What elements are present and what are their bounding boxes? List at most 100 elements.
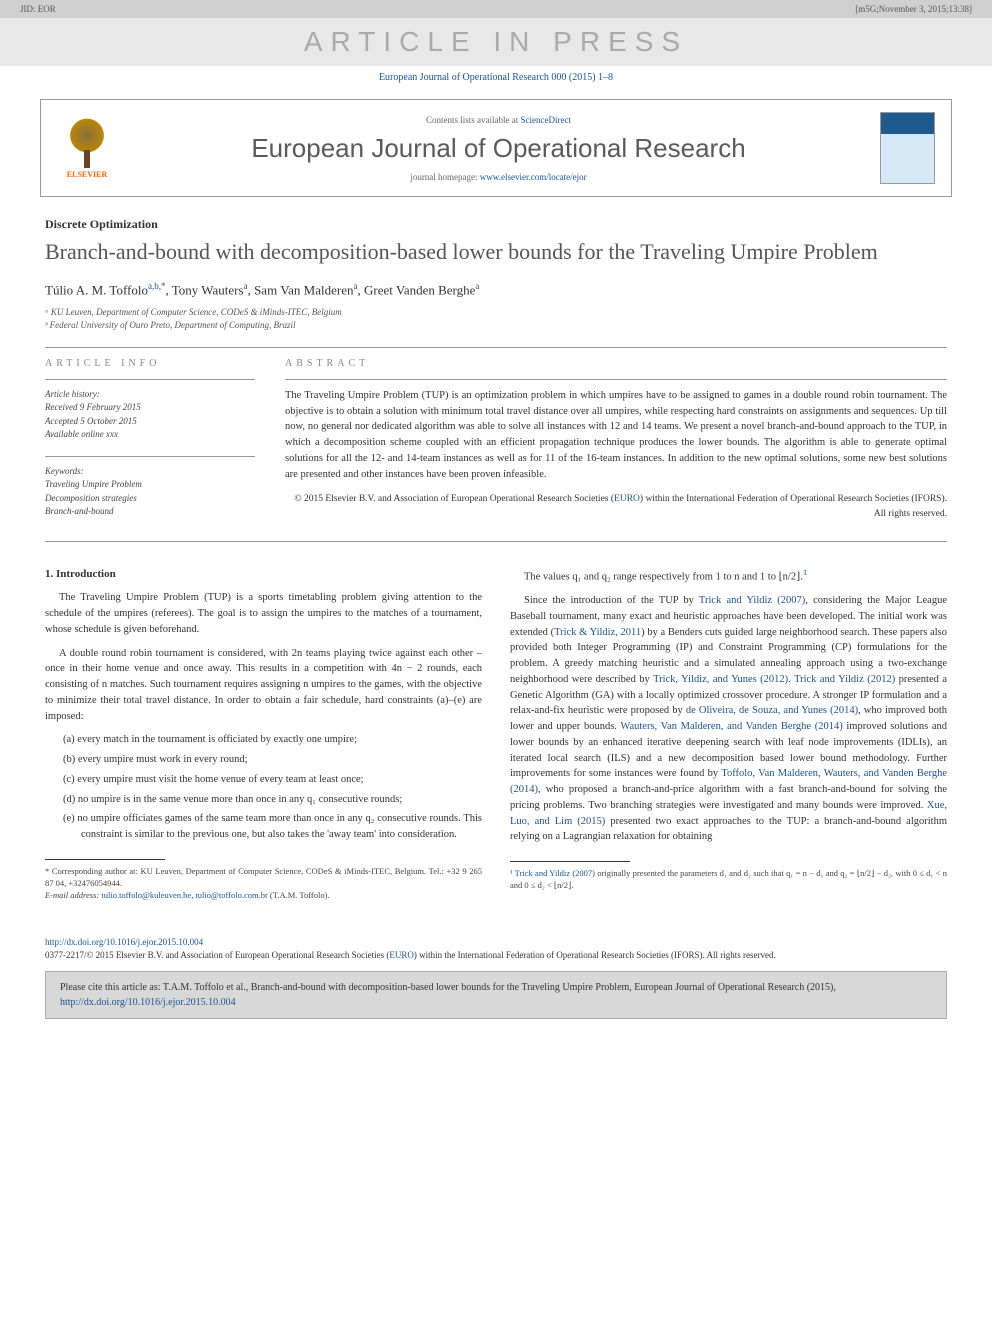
author-4-sup: a (475, 281, 479, 291)
info-divider-2 (45, 456, 255, 457)
author-2-sup: a (244, 281, 248, 291)
ref-trick-yildiz-2011[interactable]: Trick & Yildiz, 2011 (554, 627, 641, 638)
accepted: Accepted 5 October 2015 (45, 415, 255, 429)
constraint-list: (a) every match in the tournament is off… (63, 732, 482, 843)
affiliation-b: ᵇ Federal University of Ouro Preto, Depa… (45, 319, 947, 333)
article-title: Branch-and-bound with decomposition-base… (45, 238, 947, 267)
intro-p1: The Traveling Umpire Problem (TUP) is a … (45, 590, 482, 637)
homepage-prefix: journal homepage: (410, 172, 479, 182)
citation-box: Please cite this article as: T.A.M. Toff… (45, 971, 947, 1019)
col2-p1a: The values q₁ and q₂ range respectively … (524, 571, 803, 582)
build-stamp: [m5G;November 3, 2015;13:38] (855, 4, 972, 14)
author-4: Greet Vanden Berghe (364, 282, 475, 297)
journal-cover-thumbnail (880, 112, 935, 184)
elsevier-logo: ELSEVIER (57, 113, 117, 183)
homepage-link[interactable]: www.elsevier.com/locate/ejor (480, 172, 587, 182)
constraint-b: (b) every umpire must work in every roun… (63, 752, 482, 768)
col2-p1: The values q₁ and q₂ range respectively … (510, 566, 947, 585)
email-tail: (T.A.M. Toffolo). (268, 890, 330, 900)
citation-doi-link[interactable]: http://dx.doi.org/10.1016/j.ejor.2015.10… (60, 997, 236, 1008)
euro-link[interactable]: EURO (614, 494, 640, 504)
abstract-text: The Traveling Umpire Problem (TUP) is an… (285, 388, 947, 483)
jid: JID: EOR (20, 4, 56, 14)
ref-deoliveira-2014[interactable]: de Oliveira, de Souza, and Yunes (2014) (686, 705, 858, 716)
elsevier-tree-icon (62, 118, 112, 168)
watermark-banner: ARTICLE IN PRESS (0, 18, 992, 66)
author-1: Túlio A. M. Toffolo (45, 282, 148, 297)
fn1-ref[interactable]: Trick and Yildiz (2007) (515, 868, 595, 878)
available: Available online xxx (45, 428, 255, 442)
doi-block: http://dx.doi.org/10.1016/j.ejor.2015.10… (45, 936, 947, 963)
email-label: E-mail address: (45, 890, 101, 900)
info-heading: ARTICLE INFO (45, 358, 255, 369)
keywords: Keywords: Traveling Umpire Problem Decom… (45, 465, 255, 519)
copyright-2: ) within the International Federation of… (640, 494, 947, 518)
constraint-c: (c) every umpire must visit the home ven… (63, 772, 482, 788)
body-columns: 1. Introduction The Traveling Umpire Pro… (45, 566, 947, 902)
left-column: 1. Introduction The Traveling Umpire Pro… (45, 566, 482, 902)
c2a: Since the introduction of the TUP by (524, 595, 699, 606)
col2-p2: Since the introduction of the TUP by Tri… (510, 593, 947, 845)
footnotes-left: * Corresponding author at: KU Leuven, De… (45, 866, 482, 902)
footnote-divider-left (45, 859, 165, 860)
doi-euro-link[interactable]: EURO (389, 950, 414, 960)
doi-line: 0377-2217/© 2015 Elsevier B.V. and Assoc… (45, 950, 389, 960)
ref-trick-yildiz-2007[interactable]: Trick and Yildiz (2007) (699, 595, 805, 606)
copyright: © 2015 Elsevier B.V. and Association of … (285, 492, 947, 521)
contents-prefix: Contents lists available at (426, 115, 520, 125)
journal-reference: European Journal of Operational Research… (0, 66, 992, 89)
top-bar: JID: EOR [m5G;November 3, 2015;13:38] (0, 0, 992, 18)
intro-p2: A double round robin tournament is consi… (45, 646, 482, 725)
divider-bottom (45, 541, 947, 542)
divider-top (45, 347, 947, 348)
email-2[interactable]: tulio@toffolo.com.br (195, 890, 267, 900)
footnote-divider-right (510, 861, 630, 862)
author-3-sup: a (353, 281, 357, 291)
author-2: Tony Wauters (172, 282, 244, 297)
elsevier-text: ELSEVIER (67, 170, 107, 179)
journal-header: ELSEVIER Contents lists available at Sci… (40, 99, 952, 197)
kw-1: Traveling Umpire Problem (45, 478, 255, 492)
sciencedirect-link[interactable]: ScienceDirect (521, 115, 571, 125)
article-history: Article history: Received 9 February 201… (45, 388, 255, 442)
c2h: , who proposed a branch-and-price algori… (510, 784, 947, 811)
section-tag: Discrete Optimization (45, 217, 947, 232)
history-label: Article history: (45, 388, 255, 402)
constraint-d: (d) no umpire is in the same venue more … (63, 792, 482, 808)
contents-line: Contents lists available at ScienceDirec… (133, 115, 864, 125)
journal-homepage: journal homepage: www.elsevier.com/locat… (133, 172, 864, 182)
constraint-a: (a) every match in the tournament is off… (63, 732, 482, 748)
ref-wauters-2014[interactable]: Wauters, Van Malderen, and Vanden Berghe… (620, 721, 842, 732)
doi-line2: ) within the International Federation of… (414, 950, 776, 960)
article-content: Discrete Optimization Branch-and-bound w… (0, 207, 992, 922)
email-line: E-mail address: tulio.toffolo@kuleuven.b… (45, 890, 482, 902)
author-1-sup: a,b,* (148, 281, 166, 291)
affiliation-a: ᵃ KU Leuven, Department of Computer Scie… (45, 306, 947, 320)
doi-link[interactable]: http://dx.doi.org/10.1016/j.ejor.2015.10… (45, 937, 203, 947)
intro-heading: 1. Introduction (45, 566, 482, 583)
email-1[interactable]: tulio.toffolo@kuleuven.be (101, 890, 191, 900)
authors: Túlio A. M. Toffoloa,b,*, Tony Wautersa,… (45, 281, 947, 298)
abstract-column: ABSTRACT The Traveling Umpire Problem (T… (285, 358, 947, 533)
constraint-e: (e) no umpire officiates games of the sa… (63, 811, 482, 843)
copyright-1: © 2015 Elsevier B.V. and Association of … (294, 494, 614, 504)
info-abstract-row: ARTICLE INFO Article history: Received 9… (45, 358, 947, 533)
info-divider-1 (45, 379, 255, 380)
citation-text: Please cite this article as: T.A.M. Toff… (60, 982, 836, 993)
author-3: Sam Van Malderen (254, 282, 353, 297)
kw-3: Branch-and-bound (45, 505, 255, 519)
corresponding-author: * Corresponding author at: KU Leuven, De… (45, 866, 482, 890)
footnote-ref-1[interactable]: 1 (803, 567, 807, 577)
received: Received 9 February 2015 (45, 401, 255, 415)
affiliations: ᵃ KU Leuven, Department of Computer Scie… (45, 306, 947, 333)
journal-title: European Journal of Operational Research (133, 133, 864, 164)
article-info: ARTICLE INFO Article history: Received 9… (45, 358, 255, 533)
abstract-divider (285, 379, 947, 380)
kw-2: Decomposition strategies (45, 492, 255, 506)
abstract-heading: ABSTRACT (285, 358, 947, 369)
ref-trick-yildiz-yunes-2012[interactable]: Trick, Yildiz, and Yunes (2012) (653, 674, 788, 685)
right-column: The values q₁ and q₂ range respectively … (510, 566, 947, 902)
ref-trick-yildiz-2012[interactable]: Trick and Yildiz (2012) (794, 674, 895, 685)
footnotes-right: ¹ Trick and Yildiz (2007) originally pre… (510, 868, 947, 892)
header-center: Contents lists available at ScienceDirec… (133, 115, 864, 182)
